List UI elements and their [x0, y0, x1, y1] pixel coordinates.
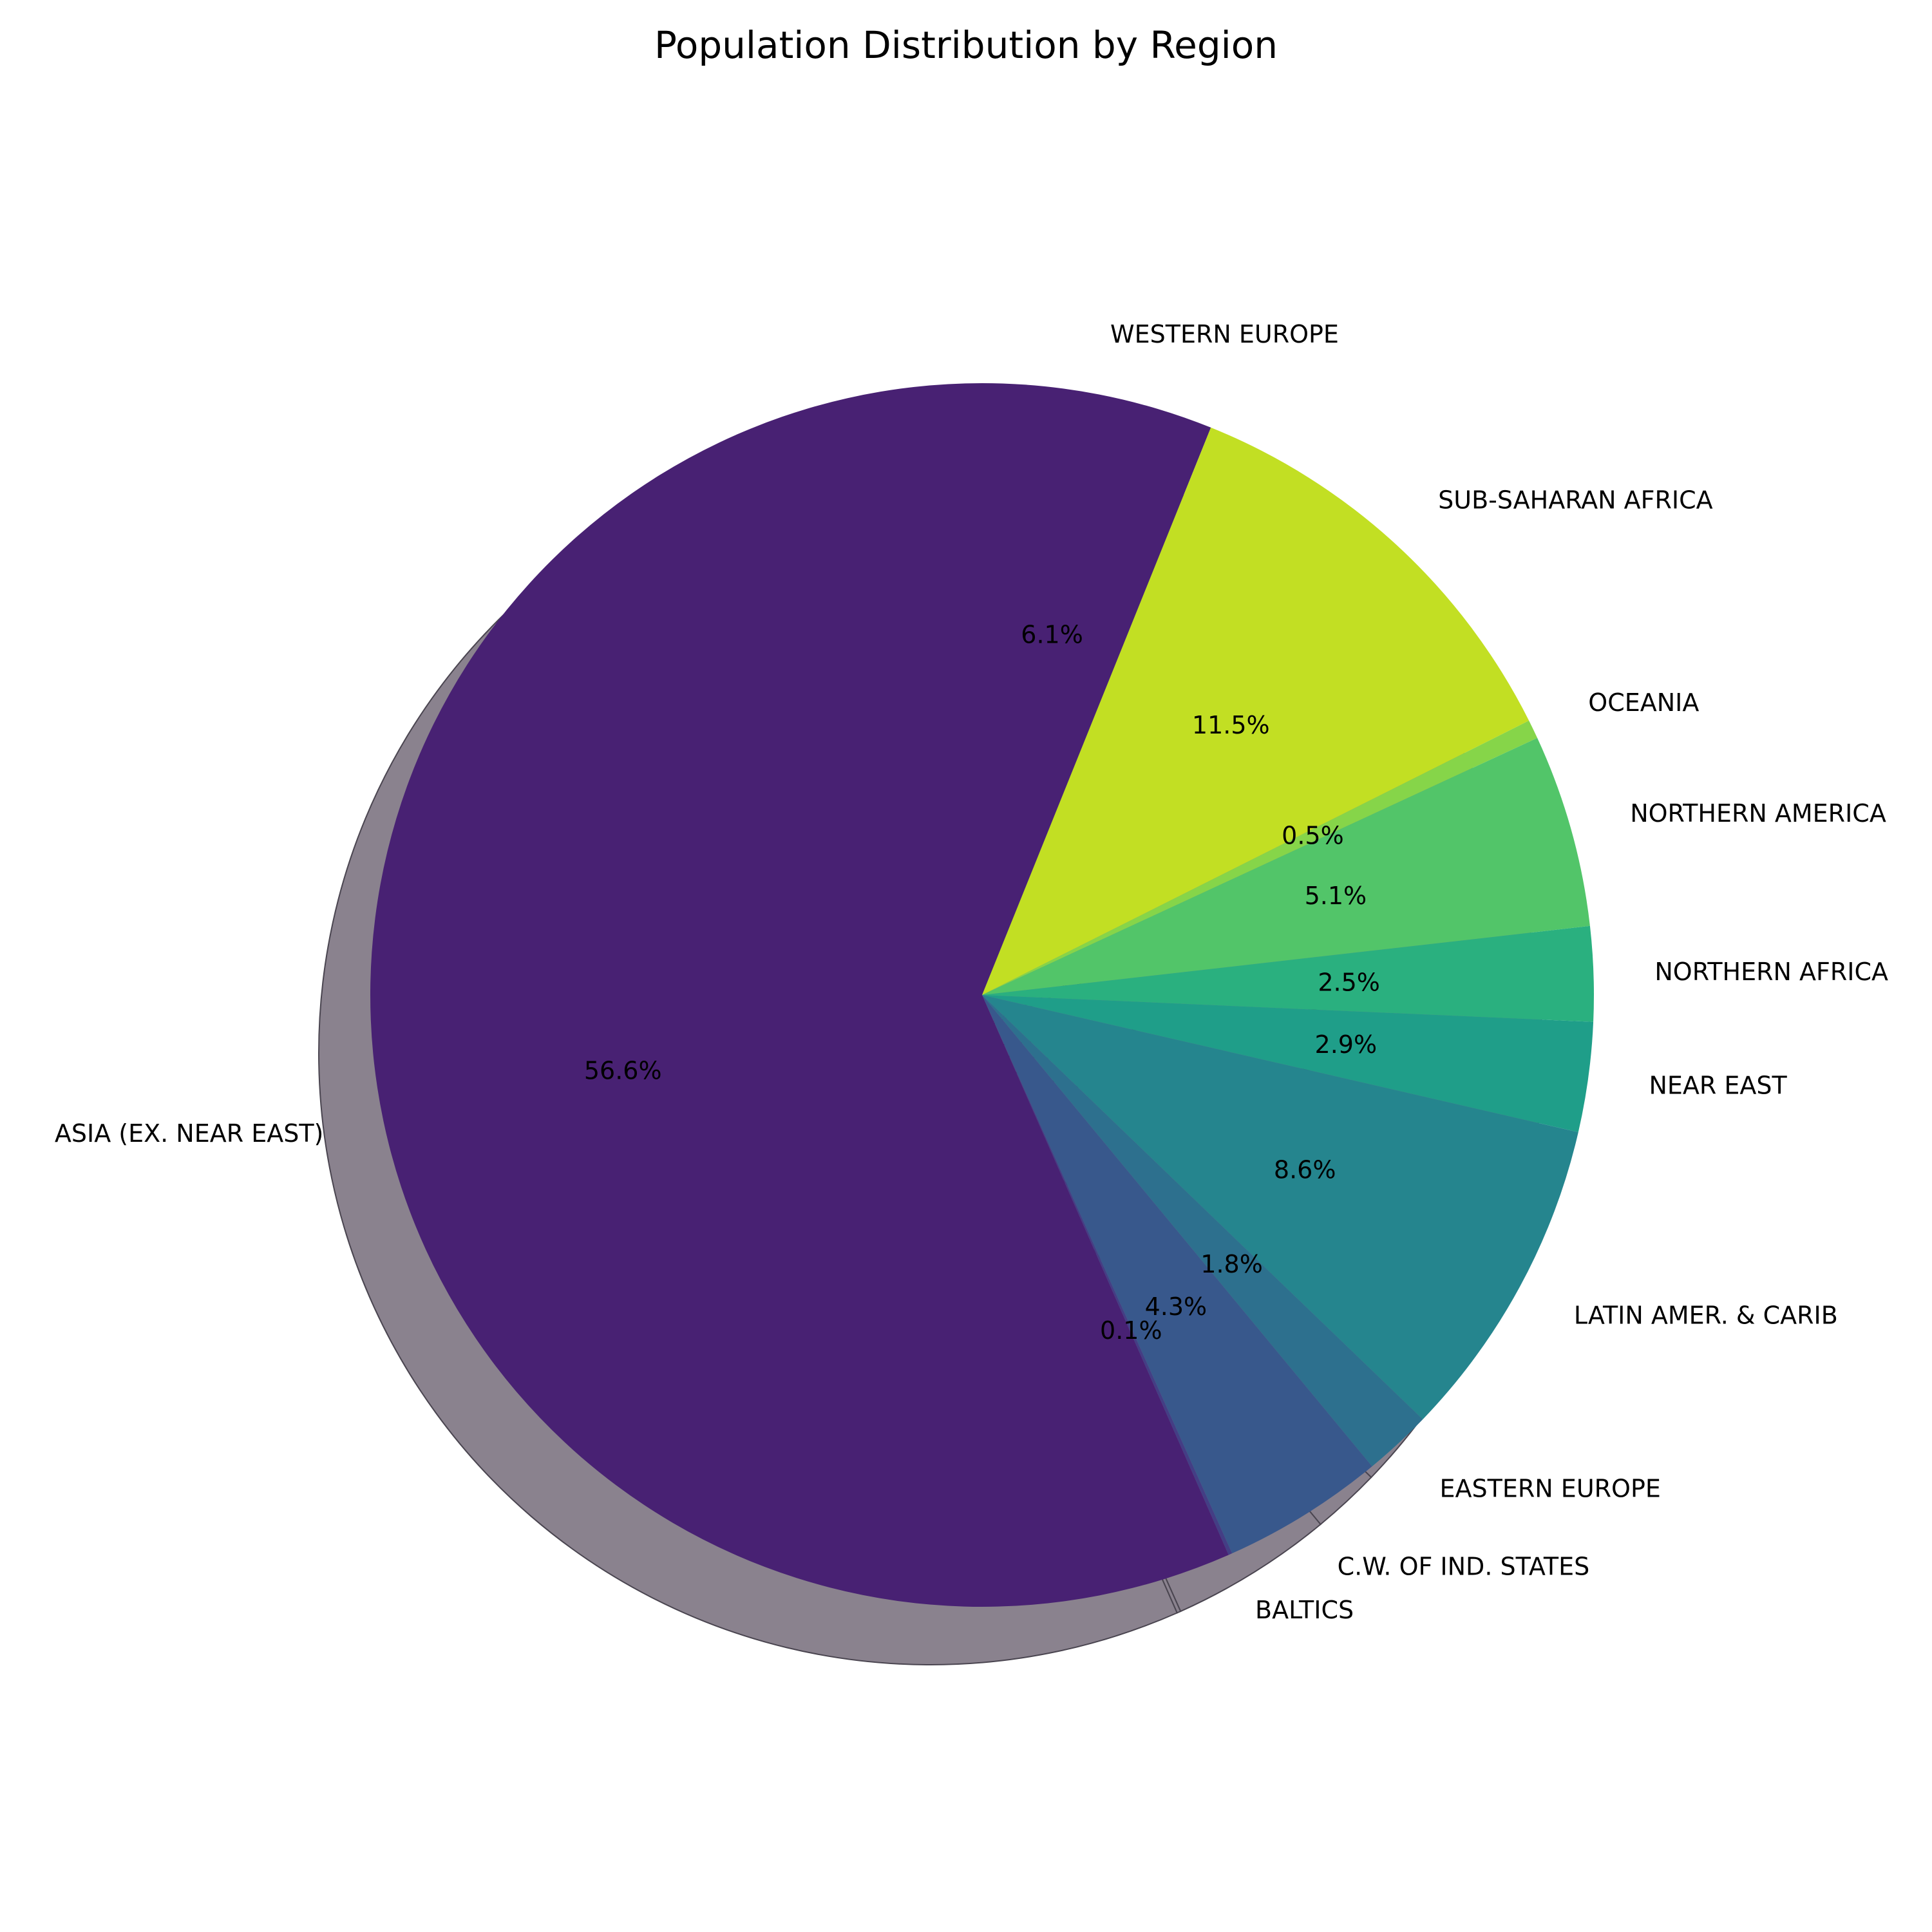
pie-slice-latin-amer-carib	[982, 995, 1578, 1419]
slice-label-sub-saharan-africa: SUB-SAHARAN AFRICA	[1438, 486, 1712, 515]
slice-percent-western-europe: 6.1%	[1021, 620, 1083, 649]
pie-slice-c-w-of-ind-states	[982, 995, 1372, 1554]
pie-slice-near-east	[982, 995, 1594, 1133]
slice-label-oceania: OCEANIA	[1588, 688, 1699, 717]
slice-percent-latin-amer-carib: 8.6%	[1274, 1155, 1336, 1184]
slice-label-c-w-of-ind-states: C.W. OF IND. STATES	[1338, 1553, 1590, 1581]
slice-label-baltics: BALTICS	[1255, 1596, 1354, 1624]
pie-slice-eastern-europe	[982, 995, 1423, 1466]
slice-label-eastern-europe: EASTERN EUROPE	[1440, 1474, 1661, 1502]
slice-percent-northern-america: 5.1%	[1305, 882, 1367, 910]
pie-slice-western-europe	[982, 383, 1211, 995]
slice-percent-c-w-of-ind-states: 4.3%	[1145, 1293, 1208, 1321]
pie-slice-northern-america	[982, 737, 1590, 995]
pie-label-layer: WESTERN EUROPE 6.1% SUB-SAHARAN AFRICA 11.5…	[55, 320, 1888, 1624]
slice-label-northern-america: NORTHERN AMERICA	[1630, 799, 1886, 828]
slice-percent-eastern-europe: 1.8%	[1200, 1250, 1263, 1278]
slice-label-northern-africa: NORTHERN AFRICA	[1654, 958, 1888, 986]
pie-slice-sub-saharan-africa	[982, 427, 1530, 995]
chart-title: Population Distribution by Region	[654, 23, 1278, 67]
slice-percent-baltics: 0.1%	[1100, 1316, 1162, 1345]
slice-label-western-europe: WESTERN EUROPE	[1110, 320, 1339, 348]
pie-slice-northern-africa	[982, 925, 1594, 1022]
pie-slice-asia-ex-near-east	[370, 383, 1229, 1607]
pie-slice-layer	[370, 383, 1594, 1607]
pie-slice-baltics	[982, 995, 1233, 1555]
slice-label-near-east: NEAR EAST	[1649, 1072, 1787, 1100]
slice-label-asia-ex-near-east: ASIA (EX. NEAR EAST)	[55, 1119, 324, 1148]
slice-label-latin-amer-carib: LATIN AMER. & CARIB	[1574, 1302, 1838, 1330]
slice-percent-northern-africa: 2.5%	[1318, 968, 1380, 996]
pie-slice-oceania	[982, 721, 1538, 995]
slice-percent-near-east: 2.9%	[1315, 1030, 1378, 1059]
slice-percent-oceania: 0.5%	[1282, 821, 1344, 849]
slice-percent-sub-saharan-africa: 11.5%	[1192, 711, 1270, 739]
slice-percent-asia-ex-near-east: 56.6%	[584, 1056, 662, 1084]
